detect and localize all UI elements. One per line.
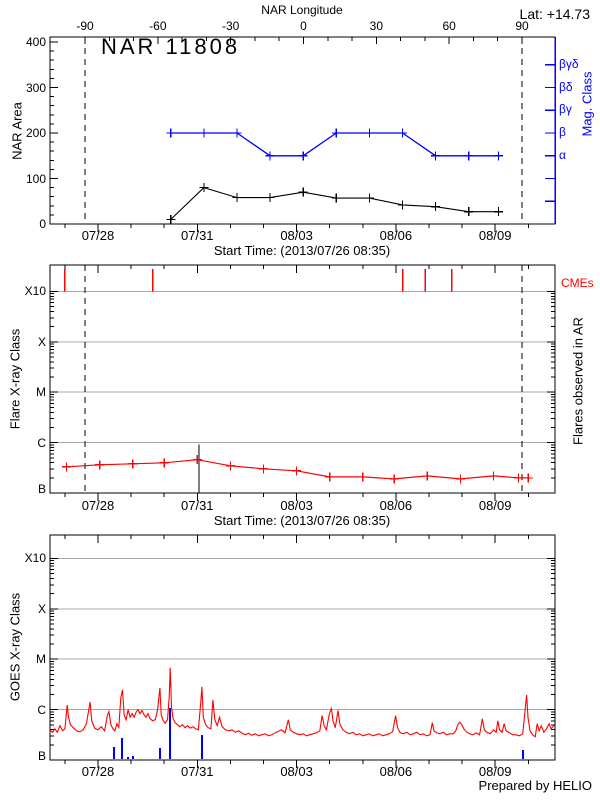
- lon-tick-label: -60: [149, 19, 167, 33]
- goes-series-line: [49, 667, 555, 738]
- panel2-x-tick-label: 07/31: [181, 498, 214, 513]
- credit-label: Prepared by HELIO: [478, 778, 592, 793]
- cmes-label: CMEs: [561, 276, 594, 290]
- top-axis-title: NAR Longitude: [261, 3, 343, 17]
- mag-class-tick-label: βγ: [559, 102, 572, 117]
- lon-tick-label: 0: [300, 19, 307, 33]
- panel3-x-tick-label: 07/31: [181, 764, 214, 779]
- panel3-x-tick-label: 08/06: [379, 764, 413, 779]
- mag-class-tick-label: βγδ: [559, 56, 579, 71]
- panel3-x-tick-label: 07/28: [81, 764, 115, 779]
- panel2-y-tick-label: B: [37, 482, 46, 496]
- panel2-x-tick-label: 08/03: [280, 498, 313, 513]
- panel1-x-tick-label: 07/31: [181, 228, 214, 243]
- mag-class-tick-label: β: [559, 125, 566, 139]
- panel1-x-tick-label: 08/09: [478, 228, 512, 243]
- flares-observed-label: Flares observed in AR: [570, 317, 586, 445]
- panel2-x-tick-label: 07/28: [81, 498, 115, 513]
- lon-tick-label: 90: [515, 19, 529, 33]
- panel3-y-tick-label: C: [37, 702, 46, 717]
- lon-tick-label: -90: [76, 19, 94, 33]
- lon-tick-label: -30: [221, 19, 240, 33]
- panel2-x-axis-title: Start Time: (2013/07/26 08:35): [213, 513, 391, 528]
- panel2-y-tick-label: X: [37, 334, 46, 349]
- panel3-y-tick-label: X10: [24, 551, 46, 566]
- area-series-line: [170, 186, 499, 220]
- panel2-y-tick-label: C: [37, 435, 46, 450]
- panel3-x-tick-label: 08/03: [280, 764, 313, 779]
- panel1-y-tick-label: 300: [25, 80, 46, 95]
- panel1-title: NAR 11808: [101, 34, 241, 59]
- panel1-y-tick-label: 200: [25, 126, 46, 140]
- lon-tick-label: 30: [369, 19, 383, 33]
- panel1-x-axis-title: Start Time: (2013/07/26 08:35): [213, 243, 391, 258]
- panel1-y-tick-label: 100: [25, 171, 46, 186]
- panel1-y-tick-label: 0: [39, 217, 46, 231]
- panel1-frame: [49, 36, 556, 225]
- panel2-x-tick-label: 08/09: [478, 498, 512, 513]
- panel2-y-tick-label: X10: [24, 284, 46, 299]
- lat-label: Lat: +14.73: [519, 6, 590, 22]
- panel1-y-tick-label: 400: [25, 35, 46, 49]
- panel1-x-tick-label: 07/28: [81, 228, 115, 243]
- mag-class-tick-label: α: [559, 147, 566, 162]
- lon-tick-label: 60: [442, 19, 456, 33]
- panel3-y-tick-label: X: [37, 601, 46, 616]
- panel2-frame: [49, 264, 556, 494]
- panel3-x-tick-label: 08/09: [478, 764, 512, 779]
- panel1-x-tick-label: 08/03: [280, 228, 313, 243]
- panel2-x-tick-label: 08/06: [379, 498, 413, 513]
- panel3-frame: [49, 534, 556, 761]
- mag-class-tick-label: βδ: [559, 79, 573, 94]
- panel3-y-tick-label: B: [37, 749, 46, 763]
- flare-series-line: [66, 459, 529, 480]
- panel1-x-tick-label: 08/06: [379, 228, 413, 243]
- panel3-y-tick-label: M: [36, 652, 46, 667]
- panel2-y-tick-label: M: [36, 385, 46, 400]
- mag-class-axis-title: Mag. Class: [579, 71, 595, 137]
- mag-class-series-line: [170, 132, 499, 157]
